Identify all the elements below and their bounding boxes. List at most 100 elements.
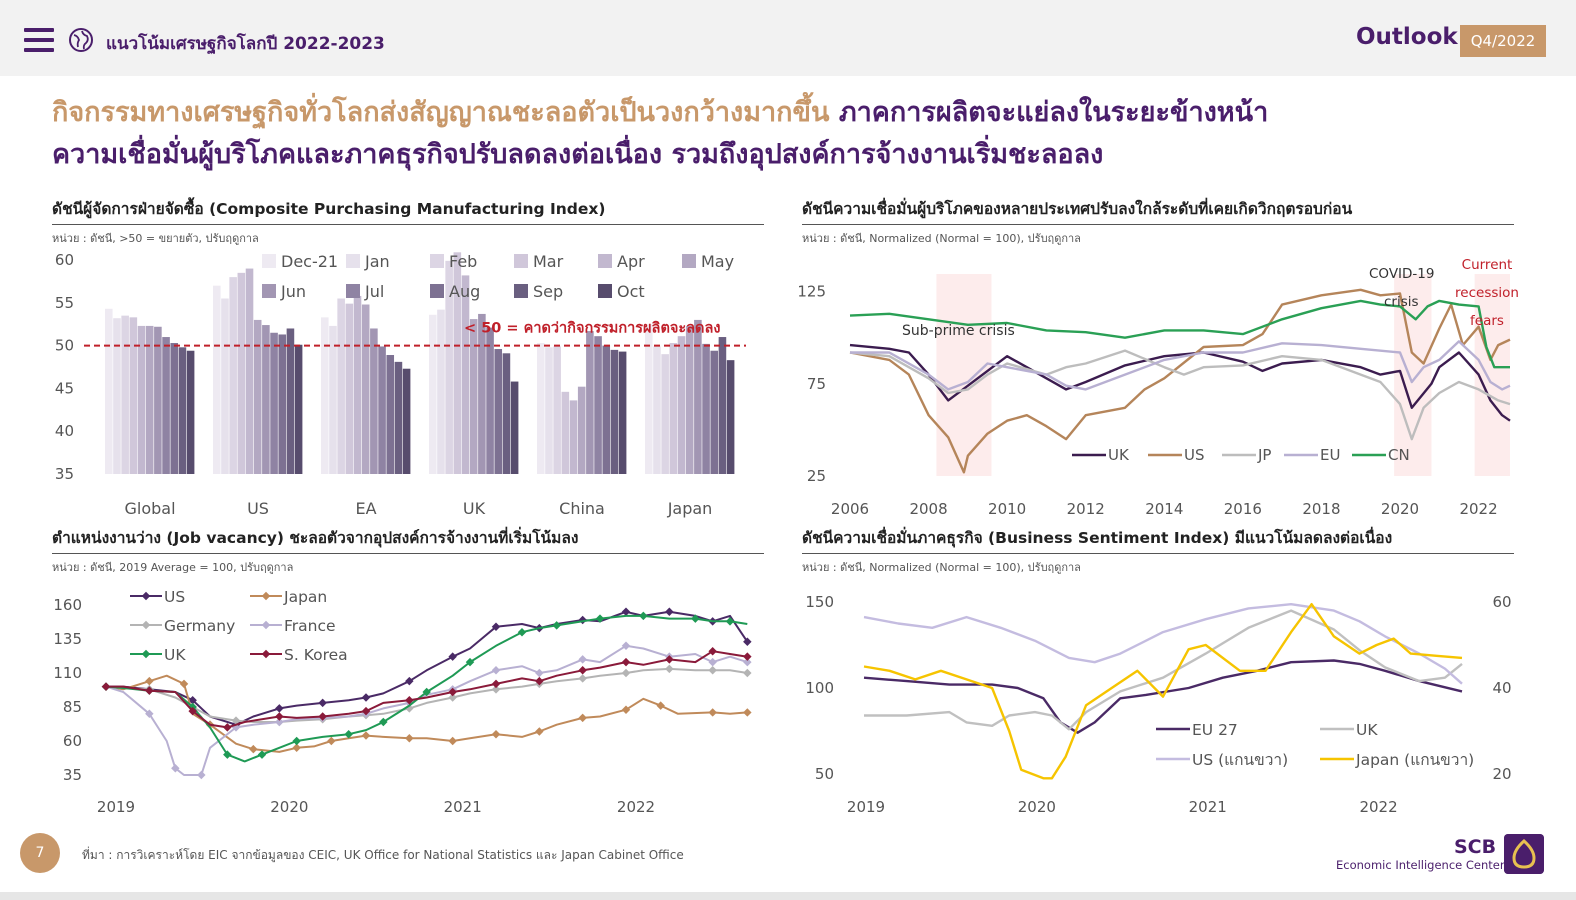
consumer-y-tick: 75 [807,375,826,393]
pmi-bar [545,347,553,474]
pmi-legend-label: Jan [364,252,390,271]
headline-part-b: ภาคการผลิตจะแย่ลงในระยะข้างหน้า [829,97,1269,128]
jobs-marker [275,704,284,713]
pmi-bar [577,386,586,474]
pmi-bar [618,351,627,474]
pmi-bar [337,298,345,474]
jobs-marker [223,723,232,732]
jobs-series-line [105,667,748,723]
jobs-y-tick: 135 [53,630,82,648]
jobs-marker [621,657,631,667]
jobs-marker [621,668,631,678]
pmi-y-tick: 35 [55,465,74,483]
pmi-bar [685,325,694,474]
business-x-tick: 2019 [847,798,885,816]
pmi-legend-label: Sep [533,282,563,301]
pmi-bar [645,324,653,474]
pmi-legend-label: Jun [280,282,306,301]
jobs-legend-marker [141,620,151,630]
pmi-bar [378,346,386,474]
business-legend-label: UK [1356,721,1378,739]
pmi-bar [386,355,395,474]
globe-icon [69,28,93,52]
pmi-bar [718,337,727,474]
jobs-marker [621,705,631,714]
pmi-unit: หน่วย : ดัชนี, >50 = ขยายตัว, ปรับฤดูกาล [52,232,259,245]
jobs-unit: หน่วย : ดัชนี, 2019 Average = 100, ปรับฤ… [52,561,294,574]
pmi-legend-label: Dec-21 [281,252,338,271]
jobs-marker [318,712,327,721]
consumer-x-tick: 2022 [1459,500,1497,518]
jobs-legend-label: UK [164,646,186,664]
brand-name: SCB [1454,836,1497,858]
pmi-bar [154,326,162,474]
pmi-legend-swatch [430,284,444,298]
jobs-marker [361,706,371,716]
pmi-bar [478,313,486,474]
menu-icon[interactable] [24,28,54,52]
consumer-series-line [849,349,1511,441]
pmi-bar [669,343,678,474]
jobs-legend-label: US [164,588,185,606]
jobs-legend-marker [141,591,151,601]
pmi-bar [653,346,661,474]
pmi-y-tick: 50 [55,337,74,355]
pmi-bar [429,314,437,474]
jobs-legend-label: S. Korea [284,646,348,664]
business-panel-title: ดัชนีความเชื่อมั่นภาคธุรกิจ (Business Se… [802,525,1514,554]
jobs-marker [448,652,457,661]
pmi-legend-swatch [430,254,444,268]
pmi-x-tick: Global [124,499,175,518]
business-legend-label: EU 27 [1192,721,1238,739]
pmi-bar [361,304,370,474]
headline-part-a: กิจกรรมทางเศรษฐกิจทั่วโลกส่งสัญญาณชะลอตั… [52,97,830,128]
jobs-marker [578,713,587,723]
pmi-x-tick: Japan [667,499,713,518]
pmi-bar [370,328,378,474]
pmi-bar [329,325,337,474]
pmi-bar [105,308,113,474]
jobs-marker [535,668,544,678]
jobs-y-tick: 85 [63,698,82,716]
pmi-legend-label: May [701,252,734,271]
jobs-legend-label: Japan [283,588,327,606]
bottom-bar [0,892,1576,900]
recession-shade [1474,274,1510,476]
jobs-marker [535,676,544,686]
pmi-bar [278,334,287,474]
annotation-covid-2: crisis [1384,294,1419,310]
consumer-legend-label: JP [1257,446,1271,464]
pmi-bar [486,327,494,474]
jobs-marker [517,627,527,637]
jobs-marker [101,682,111,691]
page-number: 7 [20,833,60,873]
pmi-bar [137,325,146,474]
pmi-bar [661,354,669,474]
jobs-y-tick: 60 [63,732,82,750]
pmi-bar [494,349,503,474]
pmi-legend-swatch [262,254,276,268]
jobs-marker [578,655,587,664]
consumer-legend-label: CN [1388,446,1410,464]
jobs-x-tick: 2022 [617,798,655,816]
jobs-legend-label: France [284,617,336,635]
pmi-bar [145,325,154,474]
consumer-x-tick: 2010 [988,500,1026,518]
pmi-bar [402,368,411,474]
consumer-legend-label: EU [1320,446,1340,464]
consumer-series-line [849,343,1511,422]
consumer-x-tick: 2020 [1381,500,1419,518]
headline-line-2: ความเชื่อมั่นผู้บริโภคและภาคธุรกิจปรับลด… [52,139,1104,170]
pmi-bar [286,328,295,474]
consumer-x-tick: 2016 [1224,500,1262,518]
pmi-bar [253,319,262,474]
consumer-x-tick: 2008 [909,500,947,518]
pmi-bar [394,361,403,474]
jobs-marker [231,716,241,725]
jobs-y-tick: 160 [53,596,82,614]
job-vacancy-chart: 35 60 85 110 135 160 2019 2020 2021 2022 US Japan Ge… [53,588,752,816]
consumer-series-line [849,299,1510,369]
jobs-marker [708,666,717,675]
pmi-legend-swatch [598,254,612,268]
jobs-x-tick: 2020 [270,798,308,816]
